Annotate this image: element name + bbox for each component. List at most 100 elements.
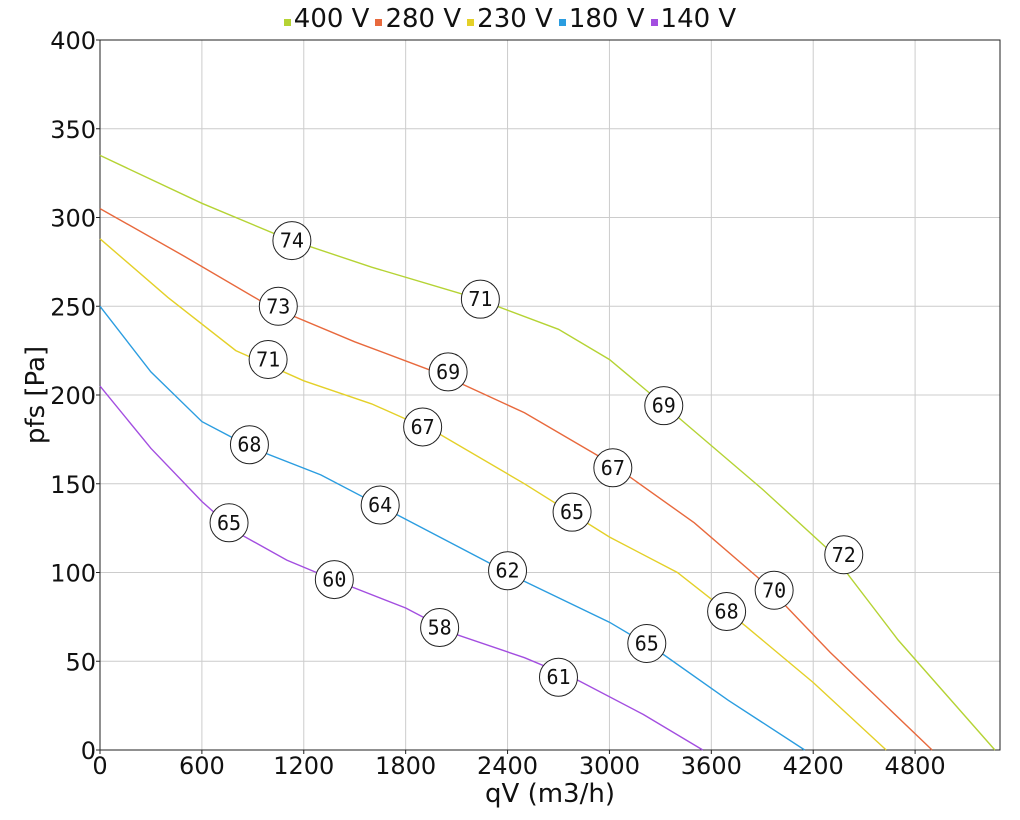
- legend-label: 140 V: [660, 4, 737, 34]
- x-tick-label: 600: [179, 752, 225, 780]
- x-tick-label: 4800: [885, 752, 946, 780]
- legend-label: 230 V: [477, 4, 553, 34]
- y-tick-label: 350: [50, 116, 96, 144]
- legend-swatch: [283, 18, 291, 26]
- legend-swatch: [467, 18, 475, 26]
- efficiency-label: 62: [488, 551, 528, 591]
- legend-swatch: [558, 18, 566, 26]
- efficiency-label-circle: [272, 221, 312, 261]
- efficiency-label-text: 61: [546, 665, 570, 689]
- efficiency-label: 68: [707, 592, 747, 632]
- efficiency-label-circle: [229, 425, 269, 465]
- series-line: [99, 305, 806, 751]
- efficiency-label: 65: [627, 624, 667, 663]
- efficiency-label-text: 65: [560, 500, 584, 524]
- efficiency-label: 67: [593, 448, 633, 488]
- efficiency-label-text: 65: [635, 632, 659, 656]
- efficiency-label-text: 62: [496, 559, 520, 583]
- x-tick-label: 1800: [375, 752, 436, 780]
- efficiency-label: 73: [258, 286, 298, 326]
- efficiency-label-text: 67: [601, 456, 625, 480]
- efficiency-label: 72: [824, 535, 864, 575]
- legend-item: 180 V: [558, 4, 645, 34]
- efficiency-label: 60: [314, 560, 354, 600]
- efficiency-label-circle: [824, 535, 864, 575]
- grid: [99, 39, 1000, 751]
- efficiency-label-circle: [314, 560, 354, 600]
- efficiency-label-circle: [538, 657, 578, 697]
- efficiency-label-text: 58: [428, 616, 452, 640]
- legend-label: 180 V: [568, 4, 645, 34]
- efficiency-label: 64: [360, 485, 400, 525]
- efficiency-label-text: 68: [237, 433, 261, 457]
- efficiency-label-text: 69: [652, 394, 676, 418]
- y-tick-label: 250: [50, 293, 96, 321]
- efficiency-label: 69: [428, 352, 468, 392]
- efficiency-label-circle: [360, 485, 400, 525]
- efficiency-label-text: 71: [256, 348, 280, 372]
- y-tick-label: 50: [65, 648, 96, 676]
- efficiency-label: 58: [420, 608, 460, 648]
- efficiency-label: 67: [403, 407, 443, 447]
- y-tick-label: 200: [50, 382, 96, 410]
- legend-swatch: [375, 18, 383, 26]
- y-tick-label: 300: [50, 205, 96, 233]
- efficiency-label-circle: [403, 407, 443, 447]
- efficiency-label: 68: [229, 425, 269, 465]
- efficiency-label-circle: [552, 492, 592, 532]
- efficiency-label-circle: [488, 551, 528, 591]
- series-line: [99, 238, 887, 751]
- x-tick-label: 1200: [273, 752, 334, 780]
- x-tick-label: 3000: [579, 752, 640, 780]
- efficiency-label: 61: [538, 657, 578, 697]
- efficiency-label-text: 69: [436, 360, 460, 384]
- efficiency-label: 69: [644, 386, 684, 426]
- y-tick-label: 0: [81, 737, 96, 765]
- y-tick-label: 150: [50, 471, 96, 499]
- efficiency-label-circle: [258, 286, 298, 326]
- efficiency-label-text: 65: [217, 511, 241, 535]
- efficiency-label-text: 73: [266, 294, 290, 318]
- legend-label: 400 V: [293, 4, 370, 34]
- efficiency-label-text: 70: [762, 578, 786, 602]
- chart-legend: 400 V 280 V 230 V 180 V 140 V: [0, 4, 1020, 34]
- y-tick-label: 100: [50, 560, 96, 588]
- efficiency-label-circle: [707, 592, 747, 632]
- efficiency-label-circle: [460, 279, 500, 319]
- x-tick-label: 0: [92, 752, 107, 780]
- efficiency-label-circle: [248, 340, 288, 379]
- efficiency-label-text: 68: [715, 600, 739, 624]
- efficiency-label-text: 60: [322, 568, 346, 592]
- y-axis-title: pfs [Pa]: [21, 346, 51, 444]
- efficiency-label-text: 72: [832, 543, 856, 567]
- efficiency-label-text: 71: [468, 287, 492, 311]
- efficiency-label-circle: [420, 608, 460, 648]
- efficiency-label-circle: [209, 503, 249, 543]
- x-axis-title: qV (m3/h): [485, 779, 615, 809]
- x-tick-label: 2400: [477, 752, 538, 780]
- efficiency-label: 70: [754, 570, 794, 610]
- legend-item: 140 V: [650, 4, 737, 34]
- legend-label: 280 V: [385, 4, 462, 34]
- efficiency-label-text: 64: [368, 493, 392, 517]
- legend-item: 400 V: [283, 4, 370, 34]
- x-tick-label: 4200: [783, 752, 844, 780]
- x-tick-label: 3600: [681, 752, 742, 780]
- efficiency-label: 74: [272, 221, 312, 261]
- efficiency-label-circle: [627, 624, 667, 663]
- efficiency-label-circle: [428, 352, 468, 392]
- efficiency-label-circle: [644, 386, 684, 426]
- efficiency-label: 65: [209, 503, 249, 543]
- legend-swatch: [650, 18, 658, 26]
- efficiency-label-text: 74: [280, 229, 304, 253]
- efficiency-label-circle: [754, 570, 794, 610]
- series-line: [99, 385, 704, 751]
- legend-item: 280 V: [375, 4, 461, 34]
- y-tick-label: 400: [50, 27, 96, 55]
- efficiency-label-circle: [593, 448, 633, 488]
- legend-item: 230 V: [467, 4, 553, 34]
- efficiency-label: 71: [460, 279, 500, 319]
- efficiency-label-text: 67: [411, 415, 435, 439]
- efficiency-label: 71: [248, 340, 288, 379]
